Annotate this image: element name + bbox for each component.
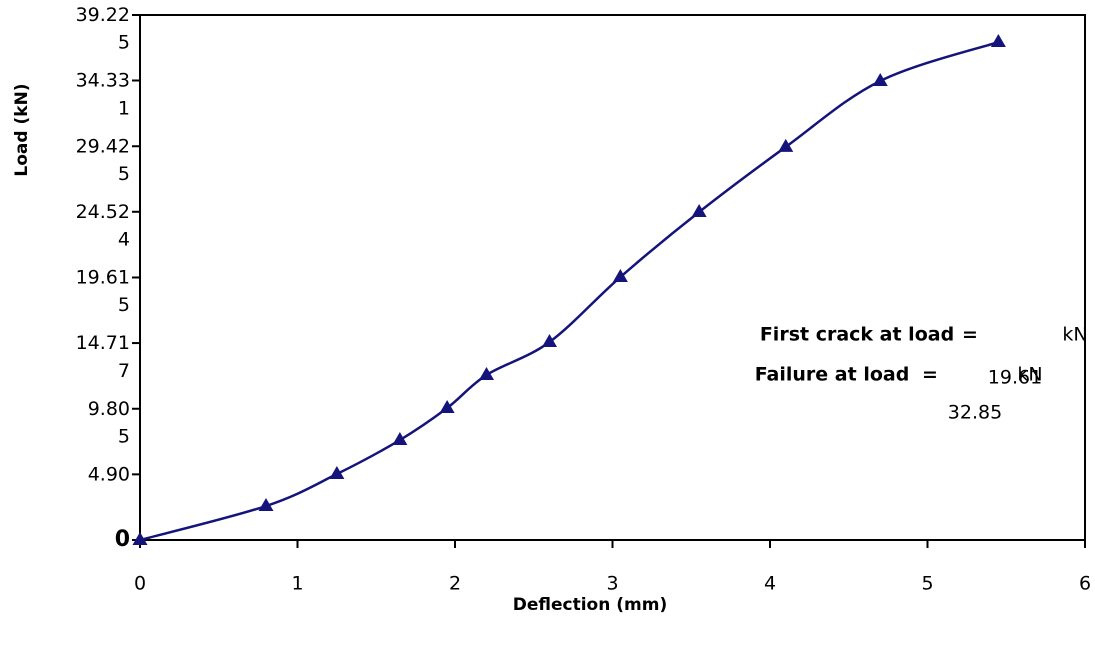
marker bbox=[392, 432, 408, 446]
x-tick-label: 5 bbox=[921, 573, 933, 595]
y-tick-label: 5 14.71 bbox=[76, 294, 130, 354]
annotation: = bbox=[962, 324, 978, 346]
marker bbox=[439, 400, 455, 414]
x-tick-label: 1 bbox=[291, 573, 303, 595]
annotation: = bbox=[922, 364, 938, 386]
y-tick-label: 5 4.90 bbox=[88, 425, 130, 485]
marker bbox=[329, 466, 345, 480]
y-tick-label: 5 34.33 bbox=[76, 31, 130, 91]
marker bbox=[778, 138, 794, 152]
x-axis-label: Deflection (mm) bbox=[513, 595, 667, 615]
annotation: Failure at load bbox=[755, 364, 910, 386]
x-tick-label: 6 bbox=[1079, 573, 1091, 595]
line bbox=[139, 40, 999, 542]
annotation: kN bbox=[1062, 324, 1087, 346]
y-tick-label: 5 24.52 bbox=[76, 162, 130, 222]
x-tick-label: 0 bbox=[134, 573, 146, 595]
y-tick-label: 4 19.61 bbox=[76, 228, 130, 288]
annotation: First crack at load bbox=[760, 324, 954, 346]
x-tick-label: 4 bbox=[764, 573, 776, 595]
annotation: 32.85 bbox=[948, 402, 1002, 424]
marker bbox=[258, 498, 274, 512]
marker bbox=[542, 334, 557, 348]
marker bbox=[132, 532, 148, 545]
y-tick-label: 1 29.42 bbox=[76, 97, 130, 157]
x-tick-label: 2 bbox=[449, 573, 461, 595]
marker bbox=[612, 269, 628, 283]
y-tick-label: 839.22 bbox=[76, 0, 130, 26]
y-axis-label: Load (kN) bbox=[12, 83, 32, 176]
x-tick-label: 3 bbox=[606, 573, 618, 595]
annotation: kN bbox=[1017, 364, 1042, 386]
marker bbox=[691, 203, 707, 217]
y-tick-label: 0 bbox=[115, 527, 130, 552]
marker bbox=[479, 366, 494, 380]
marker bbox=[872, 72, 888, 86]
annotation: 19.61 bbox=[988, 367, 1042, 389]
marker bbox=[990, 34, 1006, 48]
y-tick-label: 7 9.80 bbox=[88, 359, 130, 419]
plot-frame bbox=[139, 14, 1086, 541]
